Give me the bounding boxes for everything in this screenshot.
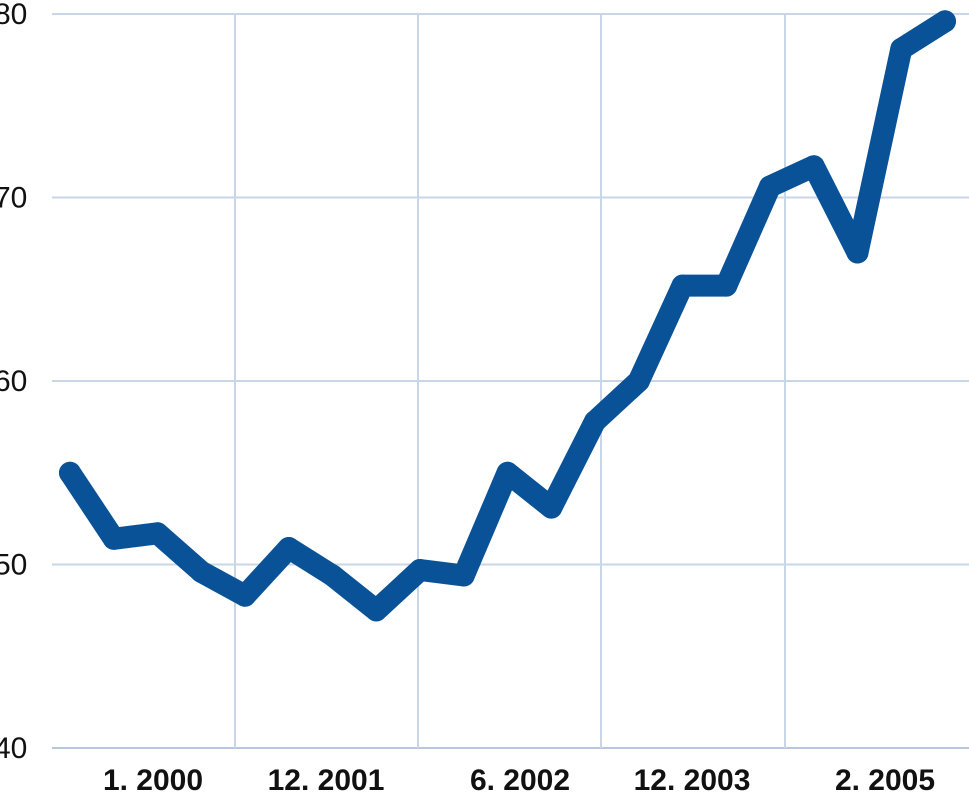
y-tick-label: 40 <box>0 732 27 765</box>
vertical-gridlines <box>234 14 786 748</box>
data-point <box>890 37 913 60</box>
data-point <box>671 274 694 297</box>
x-tick-label: 12. 2001 <box>268 764 385 793</box>
data-point <box>234 584 256 607</box>
data-point <box>584 410 606 433</box>
data-point <box>146 522 169 545</box>
y-tick-label: 50 <box>0 549 27 582</box>
data-point <box>802 155 825 178</box>
data-point <box>627 370 650 392</box>
data-point <box>365 599 388 622</box>
data-point <box>759 175 781 198</box>
series-line <box>59 10 956 622</box>
data-point <box>540 496 563 519</box>
horizontal-gridlines <box>52 13 969 749</box>
data-point <box>409 559 431 581</box>
data-point <box>102 527 125 550</box>
data-point <box>715 274 738 297</box>
series-group <box>59 10 956 622</box>
data-point <box>452 564 475 587</box>
data-point <box>277 537 300 559</box>
x-tick-label: 12. 2003 <box>634 764 751 793</box>
data-point <box>59 461 81 484</box>
y-tick-label: 70 <box>0 182 27 215</box>
x-tick-label: 1. 2000 <box>103 764 203 793</box>
data-point <box>190 560 213 583</box>
x-axis-tick-labels: 1. 2000 12. 2001 6. 2002 12. 2003 2. 2005 <box>103 764 935 793</box>
data-point <box>496 461 519 484</box>
x-tick-label: 6. 2002 <box>470 764 570 793</box>
y-tick-label: 60 <box>0 365 27 398</box>
x-tick-label: 2. 2005 <box>835 764 935 793</box>
data-point <box>934 10 956 33</box>
y-axis-tick-labels: 40 50 60 70 80 <box>0 0 27 765</box>
data-point <box>846 241 869 264</box>
data-point <box>321 564 344 587</box>
y-tick-label: 80 <box>0 0 27 31</box>
